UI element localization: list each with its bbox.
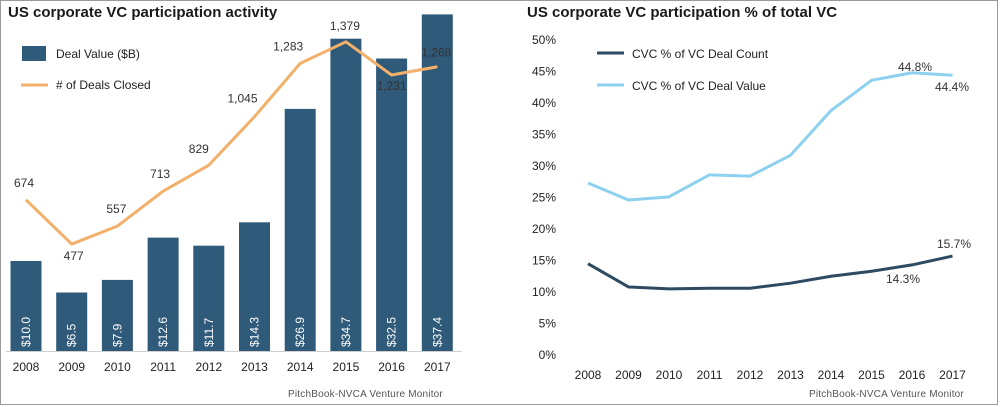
deal-value-line	[587, 71, 953, 202]
deal-value-label: $6.5	[65, 323, 79, 347]
deal-value-bar	[239, 222, 270, 351]
y-tick-label: 10%	[532, 285, 556, 299]
deals-closed-label: 1,045	[227, 92, 257, 106]
deal-value-bar	[284, 108, 316, 352]
deal-count-line	[587, 254, 953, 291]
deal-value-label: $11.7	[202, 318, 216, 347]
deals-closed-label: 829	[189, 142, 209, 156]
x-tick-label: 2011	[697, 368, 723, 382]
deal-value-bar	[330, 38, 362, 351]
x-tick-label: 2016	[899, 368, 926, 382]
annotation-label: 44.8%	[898, 60, 932, 74]
deal-value-bar	[193, 245, 225, 351]
deals-closed-label: 713	[150, 167, 170, 181]
y-tick-label: 25%	[532, 191, 556, 205]
deals-closed-label: 674	[14, 176, 34, 190]
x-tick-label: 2008	[13, 360, 40, 374]
x-tick-label: 2014	[818, 368, 845, 382]
x-tick-label: 2014	[287, 360, 314, 374]
x-tick-label: 2012	[737, 368, 764, 382]
deal-value-bar	[376, 58, 408, 351]
x-tick-label: 2012	[195, 360, 222, 374]
x-tick-label: 2008	[575, 368, 602, 382]
deals-closed-label: 557	[106, 202, 126, 216]
y-tick-label: 30%	[532, 159, 556, 173]
legend-deals-closed-label: # of Deals Closed	[56, 78, 151, 92]
y-tick-label: 45%	[532, 65, 556, 79]
y-tick-label: 50%	[532, 33, 556, 47]
x-tick-label: 2010	[104, 360, 131, 374]
deals-closed-label: 1,231	[377, 79, 407, 93]
deals-closed-label: 1,268	[421, 46, 451, 60]
deals-closed-line	[24, 40, 438, 246]
right-chart-source: PitchBook-NVCA Venture Monitor	[809, 389, 964, 400]
y-tick-label: 20%	[532, 222, 556, 236]
y-tick-label: 35%	[532, 128, 556, 142]
deals-closed-label: 477	[64, 249, 84, 263]
x-tick-label: 2015	[858, 368, 885, 382]
x-tick-label: 2009	[58, 360, 85, 374]
right-chart-title: US corporate VC participation % of total…	[527, 4, 838, 21]
deal-value-label: $10.0	[19, 317, 33, 347]
x-tick-label: 2016	[378, 360, 405, 374]
deal-value-label: $26.9	[293, 317, 307, 347]
y-tick-label: 5%	[539, 317, 557, 331]
deal-value-bar	[421, 14, 453, 352]
deal-value-label: $34.7	[339, 317, 353, 347]
deal-value-label: $12.6	[156, 317, 170, 347]
annotation-label: 14.3%	[886, 272, 920, 286]
deal-value-bar	[101, 279, 133, 351]
legend-deal-count-label: CVC % of VC Deal Count	[632, 47, 769, 61]
annotation-label: 15.7%	[937, 237, 971, 251]
deal-value-bar	[10, 261, 42, 351]
x-tick-label: 2013	[241, 360, 268, 374]
deals-closed-label: 1,283	[273, 39, 303, 53]
deal-value-label: $7.9	[110, 323, 124, 347]
deals-closed-label: 1,379	[330, 19, 360, 33]
y-tick-label: 15%	[532, 254, 556, 268]
deal-value-bar	[147, 237, 179, 351]
x-tick-label: 2017	[939, 368, 966, 382]
deal-value-bar	[56, 292, 88, 351]
legend-deal-value-label: Deal Value ($B)	[56, 47, 140, 61]
deal-value-label: $14.3	[248, 317, 262, 347]
left-chart-source: PitchBook-NVCA Venture Monitor	[288, 389, 443, 400]
x-tick-label: 2010	[656, 368, 683, 382]
legend-deal-value-swatch	[22, 46, 46, 61]
y-tick-label: 0%	[539, 348, 557, 362]
x-tick-label: 2011	[150, 360, 176, 374]
x-tick-label: 2017	[424, 360, 451, 374]
legend-deal-value-label: CVC % of VC Deal Value	[632, 79, 766, 93]
x-tick-label: 2015	[333, 360, 360, 374]
x-tick-label: 2013	[777, 368, 804, 382]
left-chart-title: US corporate VC participation activity	[8, 4, 278, 21]
annotation-label: 44.4%	[935, 80, 969, 94]
deal-value-label: $32.5	[385, 317, 399, 347]
deal-value-label: $37.4	[430, 317, 444, 347]
y-tick-label: 40%	[532, 96, 556, 110]
x-tick-label: 2009	[615, 368, 642, 382]
